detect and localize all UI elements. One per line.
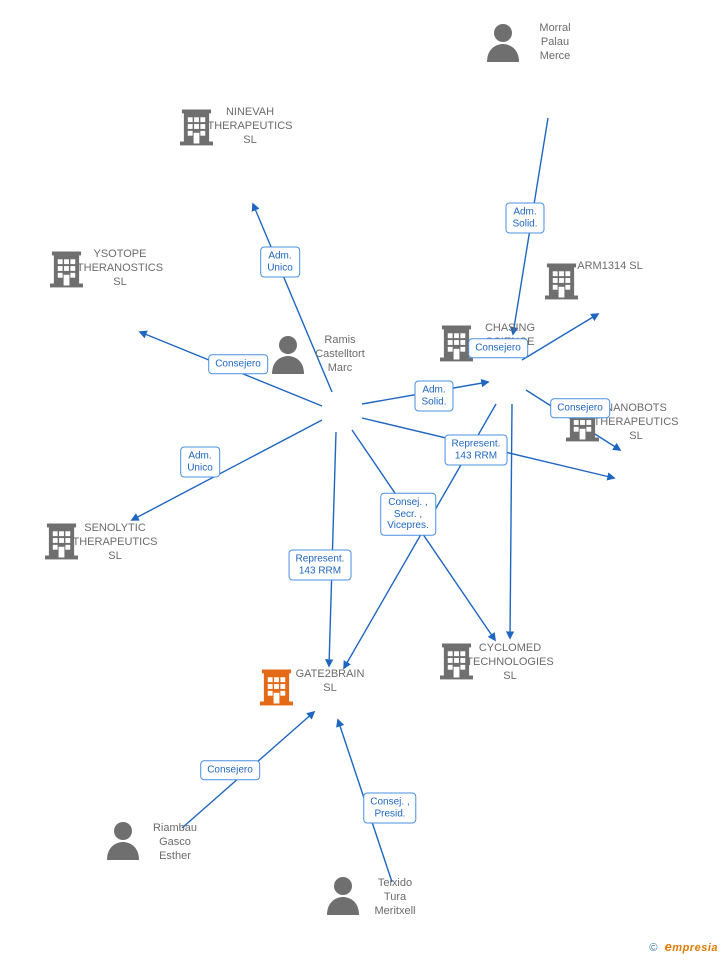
edge-label-ramis-cyclomed: Consej. ,Secr. ,Vicepres. bbox=[380, 493, 436, 536]
node-ninevah: NINEVAHTHERAPEUTICSSL bbox=[180, 106, 320, 149]
node-arm1314: ARM1314 SL bbox=[545, 260, 685, 276]
edge-label-chasing-arm1314: Consejero bbox=[468, 338, 528, 358]
edge-label-teixido-gate2brain: Consej. ,Presid. bbox=[363, 793, 416, 824]
edge-label-riambau-gate2brain: Consejero bbox=[200, 760, 260, 780]
node-ramis: RamisCastelltortMarc bbox=[270, 334, 410, 377]
node-teixido: TeixidoTuraMeritxell bbox=[325, 875, 465, 918]
node-cyclomed: CYCLOMEDTECHNOLOGIESSL bbox=[440, 640, 580, 683]
edge-label-ramis-senolytic: Adm.Unico bbox=[180, 447, 220, 478]
edge-chasing-cyclomed bbox=[510, 404, 512, 638]
brand-logo: empresia bbox=[665, 942, 718, 954]
edge-label-ramis-nanobots: Represent.143 RRM bbox=[445, 435, 508, 466]
edge-label-ramis-chasing: Adm.Solid. bbox=[414, 381, 453, 412]
edge-label-chasing-nanobots: Consejero bbox=[550, 398, 610, 418]
footer: © empresia bbox=[649, 939, 718, 954]
edge-label-ramis-ysotope: Consejero bbox=[208, 354, 268, 374]
edge-label-ramis-ninevah: Adm.Unico bbox=[260, 247, 300, 278]
edge-ramis-senolytic bbox=[132, 420, 322, 520]
edge-label-ramis-gate2brain: Represent.143 RRM bbox=[289, 550, 352, 581]
node-senolytic: SENOLYTICTHERAPEUTICSSL bbox=[45, 520, 185, 563]
node-ysotope: YSOTOPETHERANOSTICSSL bbox=[50, 248, 190, 291]
node-riambau: RiambauGascoEsther bbox=[105, 820, 245, 863]
copyright-symbol: © bbox=[649, 942, 657, 954]
edge-label-morral-chasing: Adm.Solid. bbox=[505, 203, 544, 234]
node-gate2brain: GATE2BRAINSL bbox=[260, 666, 400, 696]
node-morral: MorralPalauMerce bbox=[485, 22, 625, 65]
